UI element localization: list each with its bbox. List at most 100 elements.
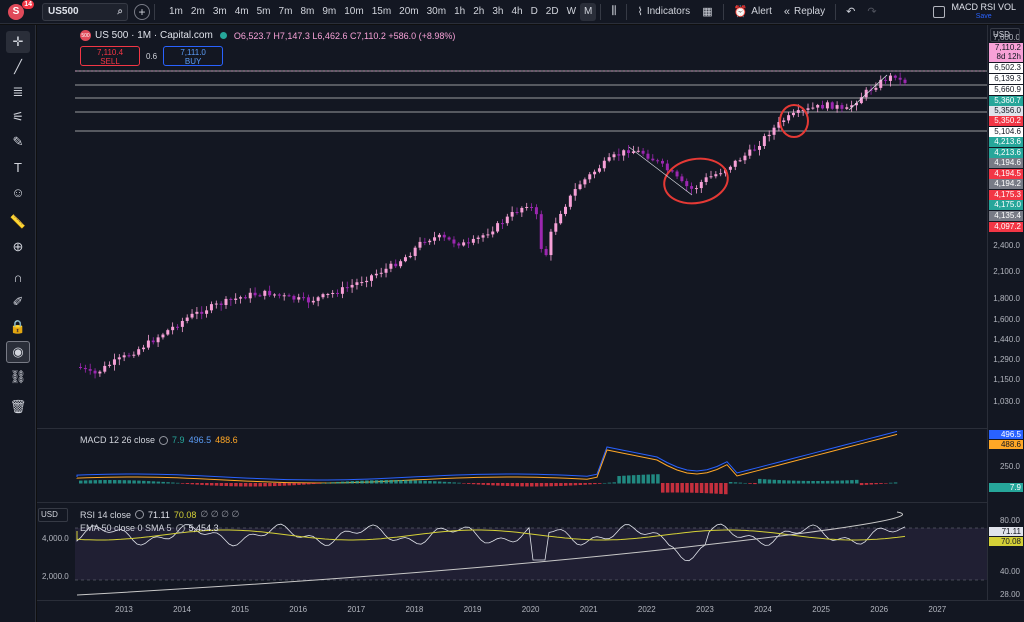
interval-10m[interactable]: 10m [344,5,364,17]
chart-area[interactable] [37,25,1024,622]
macd-histogram-bar [617,476,621,484]
replay-button[interactable]: «Replay [778,3,831,21]
interval-2h[interactable]: 2h [473,5,485,17]
macd-histogram-bar [772,479,777,484]
macd-histogram-bar [864,483,869,485]
interval-15m[interactable]: 15m [371,5,392,17]
stay-drawing-button[interactable]: ✐ [6,291,30,313]
macd-histogram-bar [651,474,655,484]
candle-body [578,184,582,190]
candle-body [821,104,825,109]
ema-value: 5,454.3 [188,523,219,533]
candle-body [791,112,795,116]
zoom-tool-button[interactable]: ⊕ [6,236,30,258]
candle-body [248,292,252,299]
macd-label[interactable]: MACD 12 26 close [80,435,156,445]
trash-icon: 🗑 [9,399,27,414]
symbol-search-input[interactable]: US500 ⌕ [42,2,128,21]
measure-tool-button[interactable]: 📏 [6,211,30,233]
alert-label: Alert [751,6,772,17]
chart-title[interactable]: US 500 · 1M · Capital.com [95,30,213,41]
candle-body [568,195,572,207]
compare-symbol-button[interactable]: + [134,3,150,20]
interval-W[interactable]: W [566,5,577,17]
left-scale-currency[interactable]: USD [38,508,68,522]
redo-button[interactable]: ↷ [861,3,882,21]
candle-body [142,347,146,350]
alert-button[interactable]: ⏰ Alert [728,3,778,21]
interval-D[interactable]: D [530,5,538,17]
text-tool-button[interactable]: T [6,156,30,178]
interval-20m[interactable]: 20m [399,5,419,17]
remove-drawings-button[interactable]: 🗑 [6,396,30,418]
user-avatar[interactable]: S 14 [8,0,34,20]
interval-9m[interactable]: 9m [322,5,337,17]
interval-8m[interactable]: 8m [300,5,315,17]
trendline-tool-button[interactable]: ╱ [6,56,30,78]
candle-body [641,150,645,154]
interval-4m[interactable]: 4m [234,5,249,17]
hide-drawings-button[interactable]: ◉ [6,341,30,363]
candle-body [515,212,519,214]
layout-name-button[interactable]: MACD RSI VOL Save [951,3,1016,21]
brush-tool-button[interactable]: ✎ [6,131,30,153]
time-axis-label: 2026 [870,605,889,614]
interval-1m[interactable]: 1m [169,5,183,17]
interval-4h[interactable]: 4h [511,5,523,17]
link-button[interactable]: ⛓ [6,366,30,388]
interval-30m[interactable]: 30m [426,5,447,17]
candle-body [714,174,718,177]
interval-7m[interactable]: 7m [278,5,293,17]
candle-body [146,340,150,348]
settings-icon[interactable] [159,435,169,445]
templates-button[interactable]: ▦ [696,3,718,21]
chart-legend: 500 US 500 · 1M · Capital.com O6,523.7 H… [80,30,455,41]
macd-histogram-bar [321,482,325,484]
buy-button[interactable]: 7,111.0 BUY [163,46,224,66]
candle-body [840,105,844,109]
interval-M[interactable]: M [580,2,597,21]
settings-icon[interactable] [135,510,145,519]
emoji-tool-button[interactable]: ☺ [6,181,30,203]
undo-button[interactable]: ↶ [840,3,861,21]
layout-icon[interactable] [933,6,946,18]
interval-2D[interactable]: 2D [545,5,559,17]
smiley-icon: ☺ [11,184,25,200]
time-axis[interactable]: 2013 2014 2015 2016 2017 2018 2019 2020 2021 2022… [37,600,1024,622]
macd-histogram-bar [888,482,893,484]
interval-3m[interactable]: 3m [212,5,227,17]
candle-body [898,77,902,80]
interval-5m[interactable]: 5m [256,5,271,17]
magnet-tool-button[interactable]: ∩ [6,266,30,288]
fib-tool-button[interactable]: ≣ [6,81,30,103]
interval-2m[interactable]: 2m [190,5,205,17]
pane-divider[interactable] [37,502,987,503]
candle-body [467,242,470,244]
macd-histogram-bar [602,482,607,484]
macd-histogram-bar [893,482,898,484]
lock-drawings-button[interactable]: 🔒 [6,316,30,338]
crosshair-tool-button[interactable]: ✛ [6,31,30,53]
currency-select[interactable]: USD [990,28,1020,42]
macd-histogram-bar [408,480,413,484]
macd-histogram-bar [573,483,578,486]
price-axis-label: 1,440.0 [993,335,1020,344]
pattern-tool-button[interactable]: ⚟ [6,106,30,128]
chart-canvas[interactable] [37,25,1024,622]
ema-label[interactable]: EMA 50 close 0 SMA 5 [80,523,172,533]
macd-histogram-bar [821,480,825,484]
rsi-axis-label: 70.08 [989,537,1023,546]
price-axis[interactable]: 7,600.0 7,110.2 8d 12h 6,502.3 6,139.3 5,660.… [987,25,1024,600]
pane-divider[interactable] [37,428,987,429]
close-value: C7,110.2 [349,30,386,41]
candle-body [452,239,456,244]
indicators-button[interactable]: ⌇ Indicators [631,3,696,21]
interval-1h[interactable]: 1h [454,5,466,17]
rsi-label[interactable]: RSI 14 close [80,509,132,520]
macd-histogram-bar [791,480,796,484]
interval-3h[interactable]: 3h [492,5,504,17]
chart-type-button[interactable]: ⫼ [605,3,622,21]
sell-button[interactable]: 7,110.4 SELL [80,46,140,66]
settings-icon[interactable] [175,523,185,533]
candle-body [239,297,243,299]
